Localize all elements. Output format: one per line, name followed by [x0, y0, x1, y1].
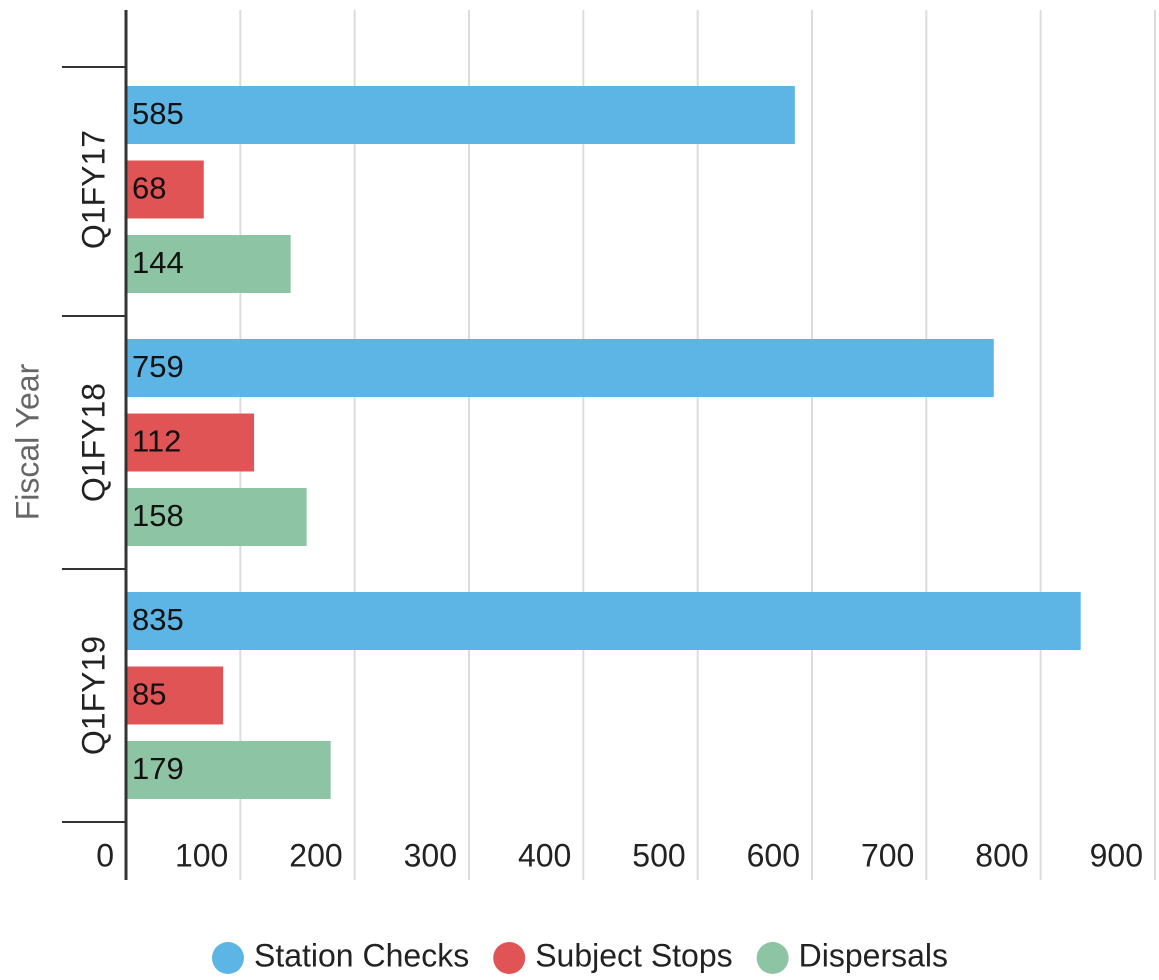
- bar: [126, 86, 795, 144]
- bar: [126, 666, 224, 725]
- y-tick-label: Q1FY18: [75, 383, 111, 502]
- x-tick-label: 100: [175, 837, 228, 873]
- data-label: 158: [132, 498, 184, 533]
- bar: [126, 488, 307, 546]
- data-label: 85: [132, 677, 166, 712]
- data-label: 759: [132, 349, 184, 384]
- y-axis-title: Fiscal Year: [9, 363, 45, 520]
- data-label: 835: [132, 602, 184, 637]
- data-label: 585: [132, 96, 184, 131]
- legend-label: Dispersals: [799, 937, 948, 973]
- data-label: 112: [132, 424, 181, 459]
- x-tick-label: 900: [1090, 837, 1143, 873]
- bar: [126, 160, 204, 219]
- y-tick-label: Q1FY17: [75, 130, 111, 249]
- x-tick-label: 700: [861, 837, 914, 873]
- data-label: 68: [132, 171, 166, 206]
- legend-marker: [211, 942, 244, 974]
- x-tick-label: 800: [975, 837, 1028, 873]
- data-label: 179: [132, 751, 184, 786]
- y-tick-label: Q1FY19: [75, 636, 111, 755]
- x-tick-label: 0: [96, 837, 114, 873]
- x-tick-label: 600: [747, 837, 800, 873]
- x-tick-label: 200: [289, 837, 342, 873]
- bar: [126, 741, 331, 799]
- legend-label: Station Checks: [254, 937, 469, 973]
- x-tick-label: 500: [632, 837, 685, 873]
- legend: Station Checks Subject Stops Dispersals: [211, 937, 948, 974]
- bar: [126, 339, 994, 397]
- data-label: 144: [132, 245, 184, 280]
- bar: [126, 413, 255, 472]
- legend-marker: [756, 942, 789, 974]
- bar: [126, 592, 1081, 650]
- bar: [126, 235, 291, 293]
- legend-marker: [493, 942, 526, 974]
- x-tick-label: 300: [404, 837, 457, 873]
- x-tick-label: 400: [518, 837, 571, 873]
- legend-label: Subject Stops: [535, 937, 732, 973]
